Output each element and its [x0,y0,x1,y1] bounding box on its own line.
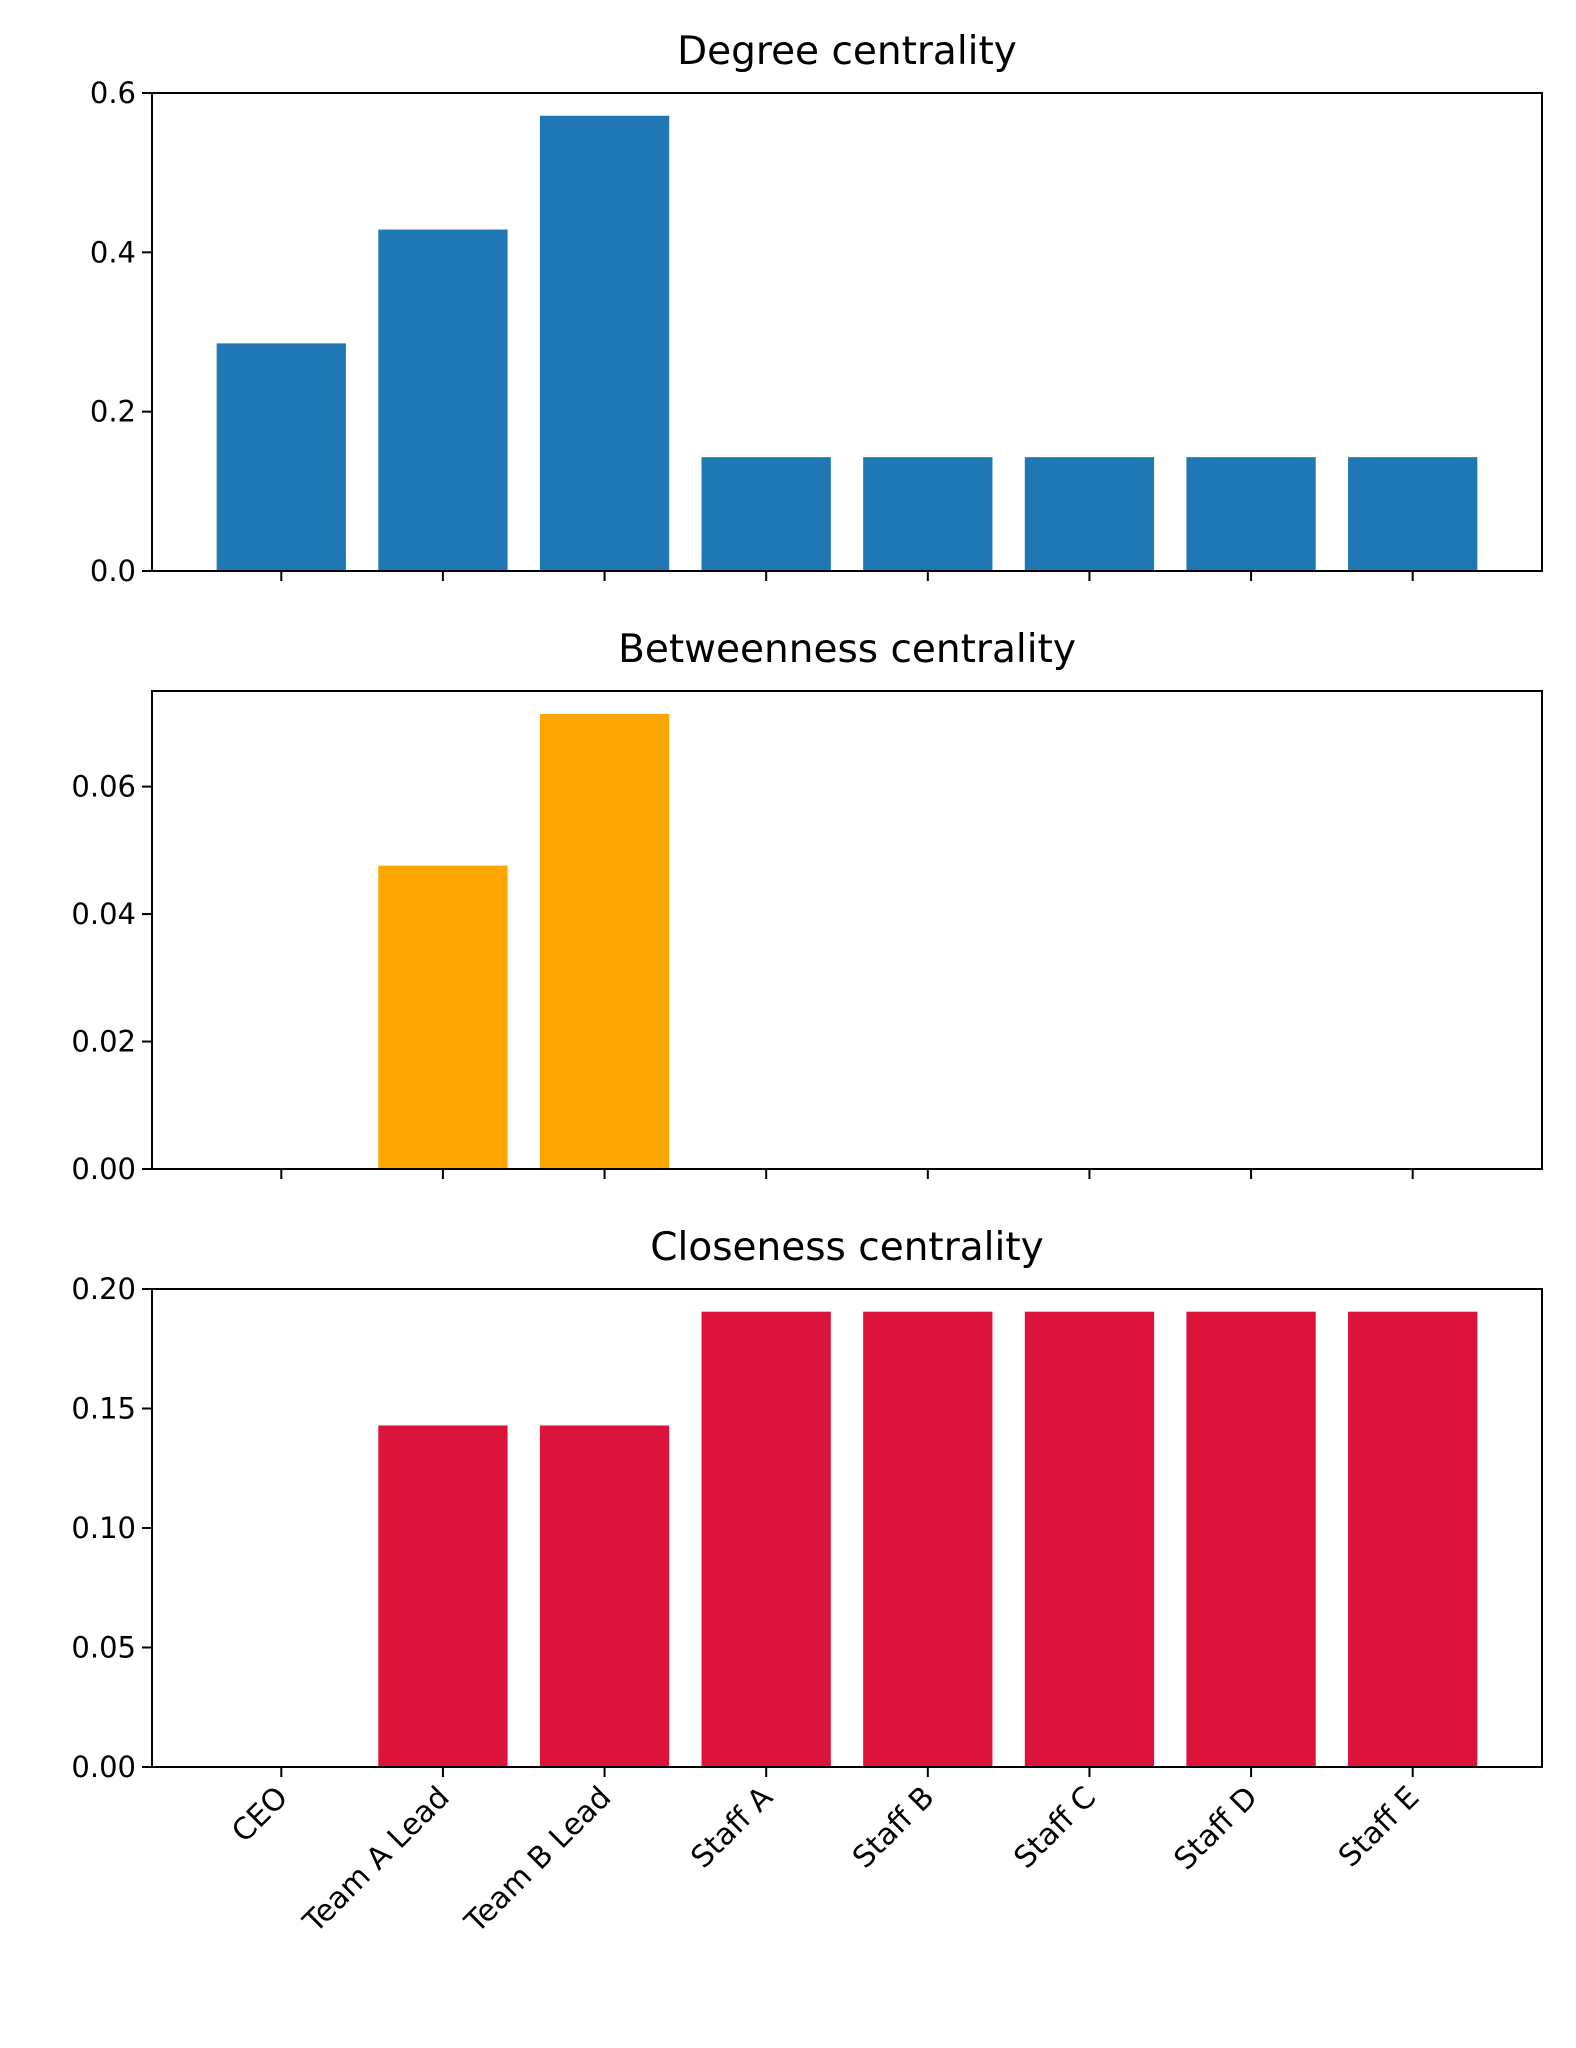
y-tick-label: 0.00 [71,1750,136,1784]
y-tick-label: 0.2 [90,395,136,429]
bar-team-a-lead [378,229,508,572]
axes-frame [151,1288,1543,1768]
bar-ceo [216,343,346,571]
panel-2: Betweenness centrality 0.00 0.02 0.04 0.06 [71,627,1543,1186]
bar-staff-b [863,457,993,571]
y-tick-label: 0.0 [90,554,136,588]
bar-team-a-lead [378,1425,508,1767]
y-tick-label: 0.4 [90,235,136,269]
bar-staff-e [1348,457,1478,571]
bar-team-a-lead [378,865,508,1169]
bar-staff-c [1024,457,1155,571]
x-tick-label: Team B Lead [458,1780,619,1941]
x-tick-label: Staff E [1332,1780,1426,1874]
bar-team-b-lead [539,1425,670,1767]
x-tick-label: Staff B [846,1780,941,1875]
chart-title: Closeness centrality [650,1225,1043,1270]
x-tick-label: CEO [225,1780,295,1850]
x-tick-label: Staff C [1007,1780,1103,1876]
chart-title: Degree centrality [677,29,1017,74]
bar-team-b-lead [539,713,670,1169]
x-tick-label: Staff D [1167,1780,1264,1877]
bar-staff-d [1186,457,1316,571]
bar-staff-b [863,1311,993,1767]
y-tick-label: 0.02 [71,1025,136,1059]
bar-staff-c [1024,1311,1155,1767]
bar-staff-a [701,457,831,571]
y-tick-label: 0.15 [71,1392,136,1426]
bar-staff-e [1348,1311,1478,1767]
y-tick-label: 0.00 [71,1152,136,1186]
axes-frame [151,690,1543,1170]
y-tick-label: 0.04 [71,897,136,931]
bar-team-b-lead [539,115,670,571]
bar-staff-a [701,1311,831,1767]
chart-title: Betweenness centrality [618,627,1076,672]
y-tick-label: 0.06 [71,770,136,804]
axes-frame [151,92,1543,572]
y-tick-label: 0.20 [71,1272,136,1306]
panel-3: Closeness centrality 0.00 0.05 0.10 0.15 0.20… [71,1225,1543,1941]
x-tick-label: Team A Lead [296,1780,456,1940]
y-tick-label: 0.6 [90,76,136,110]
y-tick-label: 0.05 [71,1631,136,1665]
y-tick-label: 0.10 [71,1511,136,1545]
bar-staff-d [1186,1311,1316,1767]
panel-1: Degree centrality 0.0 0.2 0.4 0.6 [90,29,1543,588]
x-tick-label: Staff A [684,1780,780,1876]
